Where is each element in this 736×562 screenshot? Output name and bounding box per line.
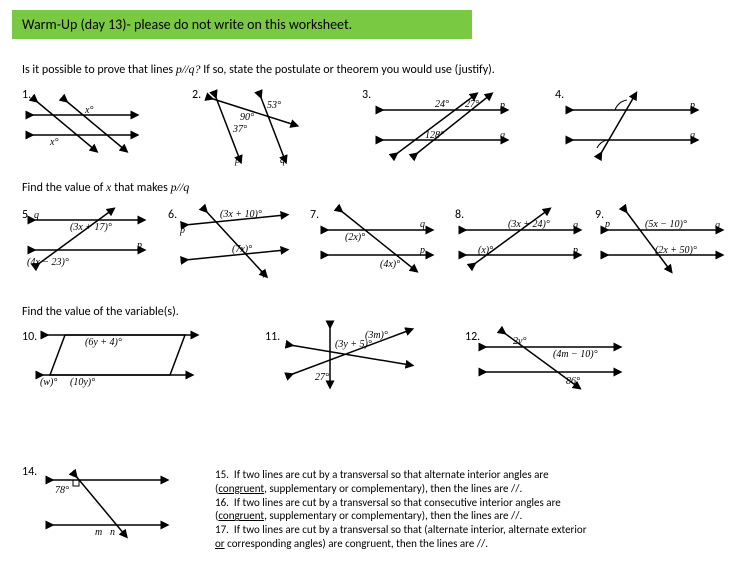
q15-t3: , supplementary or complementary), then … bbox=[264, 482, 522, 495]
p1-a2: x° bbox=[49, 137, 58, 148]
p5-diagram: (3x + 17)° (4x − 23)° q p bbox=[22, 205, 152, 279]
p14-m: m bbox=[95, 527, 102, 538]
text-questions: 15. If two lines are cut by a transversa… bbox=[215, 468, 695, 551]
q15-t1: If two lines are cut by a transversal so… bbox=[234, 468, 549, 481]
p2-diagram: 53° 90° 37° p q bbox=[205, 90, 305, 169]
p10-a1: (6y + 4)° bbox=[85, 337, 122, 348]
q16-num: 16. bbox=[215, 496, 229, 509]
p11-a2: (3y + 5)° bbox=[335, 339, 372, 350]
q16-t3: , supplementary or complementary), then … bbox=[264, 509, 522, 522]
p3-p: p bbox=[499, 100, 505, 111]
p7-num: 7. bbox=[310, 208, 319, 222]
p8-a2: (x)° bbox=[478, 245, 493, 256]
p14-num: 14. bbox=[22, 465, 37, 479]
section3-prompt: Find the value of the variable(s). bbox=[22, 305, 179, 319]
p14-diagram: 78° m n bbox=[45, 465, 175, 544]
p2-p: p bbox=[234, 155, 240, 166]
q16-t1: If two lines are cut by a transversal so… bbox=[234, 496, 561, 509]
p2-a1: 53° bbox=[267, 100, 281, 111]
p14-a1: 78° bbox=[55, 485, 69, 496]
p12-a1: 2v° bbox=[513, 336, 526, 347]
p12-diagram: 2v° (4m − 10)° 86° bbox=[478, 322, 628, 396]
p8-q: q bbox=[573, 220, 578, 231]
p5-p: p bbox=[136, 240, 142, 251]
header-bar: Warm-Up (day 13)- please do not write on… bbox=[12, 10, 472, 39]
p11-a3: 27° bbox=[315, 372, 329, 383]
q17-num: 17. bbox=[215, 523, 229, 536]
p8-a1: (3x + 24)° bbox=[508, 219, 550, 230]
p11-num: 11. bbox=[265, 330, 280, 344]
p6-a2: (7x)° bbox=[232, 244, 252, 255]
p8-diagram: (3x + 24)° (x)° q p bbox=[458, 205, 588, 279]
p9-diagram: (5x − 10)° (2x + 50)° p q bbox=[600, 205, 730, 279]
section1-prompt: Is it possible to prove that lines p//q?… bbox=[22, 62, 495, 77]
p4-q: q bbox=[690, 130, 695, 141]
p1-a1: x° bbox=[84, 105, 93, 116]
s2-post: that makes bbox=[111, 181, 170, 195]
s2-pre: Find the value of bbox=[22, 181, 106, 195]
p9-a2: (2x + 50)° bbox=[655, 245, 697, 256]
section2-prompt: Find the value of x that makes p//q bbox=[22, 180, 189, 195]
p6-a1: (3x + 10)° bbox=[220, 209, 262, 220]
p3-diagram: 24° 27° 128° p q bbox=[375, 90, 515, 164]
q15-num: 15. bbox=[215, 468, 229, 481]
q17-opt: or bbox=[215, 537, 225, 550]
header-title: Warm-Up (day 13)- please do not write on… bbox=[22, 16, 352, 33]
p7-q: q bbox=[420, 219, 425, 230]
p1-diagram: x° x° bbox=[30, 90, 140, 164]
p4-num: 4. bbox=[555, 88, 564, 102]
p4-p: p bbox=[689, 100, 695, 111]
p5-a1: (3x + 17)° bbox=[70, 222, 112, 233]
p7-p: p bbox=[419, 245, 425, 256]
p3-a1: 24° bbox=[435, 99, 449, 110]
p7-a1: (2x)° bbox=[345, 232, 365, 243]
p6-p: p bbox=[179, 225, 185, 236]
p10-num: 10. bbox=[22, 330, 37, 344]
p3-a3: 128° bbox=[425, 130, 444, 141]
p2-q: q bbox=[280, 155, 285, 166]
s2-var: p//q bbox=[171, 180, 190, 194]
p5-a2: (4x − 23)° bbox=[27, 257, 69, 268]
q15-opt: congruent bbox=[218, 482, 264, 495]
p10-diagram: (6y + 4)° (w)° (10y)° bbox=[40, 325, 200, 394]
p7-a2: (4x)° bbox=[380, 259, 400, 270]
s1-pre: Is it possible to prove that lines bbox=[22, 63, 176, 77]
p12-a3: 86° bbox=[566, 376, 580, 387]
q17-t1: If two lines are cut by a transversal so… bbox=[234, 523, 587, 536]
p3-q: q bbox=[500, 130, 505, 141]
p4-diagram: p q bbox=[565, 90, 705, 164]
p10-a3: (10y)° bbox=[70, 377, 95, 388]
p2-a2: 90° bbox=[240, 112, 254, 123]
p6-q: q bbox=[260, 267, 265, 278]
q17: 17. If two lines are cut by a transversa… bbox=[215, 523, 695, 551]
q16: 16. If two lines are cut by a transversa… bbox=[215, 496, 695, 524]
p5-q: q bbox=[34, 210, 39, 221]
s1-var: p//q? bbox=[176, 62, 201, 76]
p7-diagram: (2x)° (4x)° q p bbox=[320, 205, 440, 279]
p3-num: 3. bbox=[362, 88, 371, 102]
p11-diagram: (3m)° (3y + 5)° 27° bbox=[280, 320, 420, 394]
p3-a2: 27° bbox=[465, 99, 479, 110]
p8-p: p bbox=[572, 245, 578, 256]
s1-post: If so, state the postulate or theorem yo… bbox=[201, 63, 495, 77]
p2-num: 2. bbox=[192, 88, 201, 102]
p12-a2: (4m − 10)° bbox=[553, 349, 598, 360]
p6-diagram: (3x + 10)° (7x)° p q bbox=[175, 205, 295, 284]
q15: 15. If two lines are cut by a transversa… bbox=[215, 468, 695, 496]
p10-a2: (w)° bbox=[40, 377, 57, 388]
p9-p: p bbox=[604, 219, 610, 230]
p14-n: n bbox=[110, 527, 115, 538]
p9-q: q bbox=[715, 220, 720, 231]
p9-a1: (5x − 10)° bbox=[645, 219, 687, 230]
q16-opt: congruent bbox=[218, 509, 264, 522]
p2-a3: 37° bbox=[232, 124, 247, 135]
q17-t3: corresponding angles) are congruent, the… bbox=[225, 537, 488, 550]
